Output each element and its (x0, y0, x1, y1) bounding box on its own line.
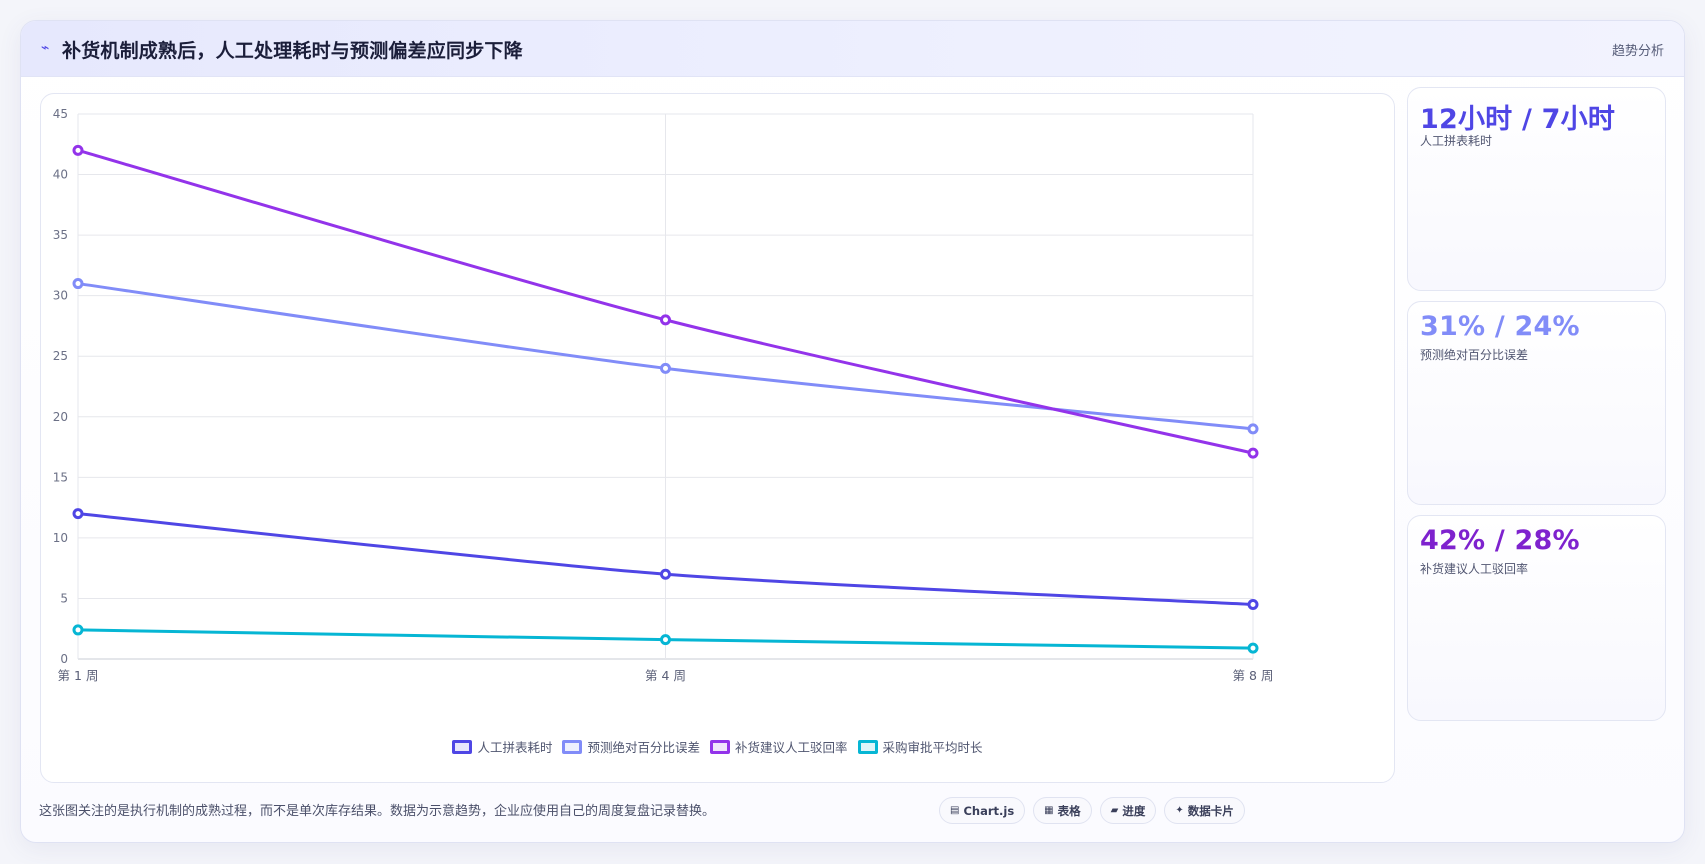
feature-chips: ▤ Chart.js ▦ 表格 ▰ 进度 ✦ 数据卡片 (939, 797, 1245, 824)
y-tick-label: 25 (53, 349, 68, 363)
line-chart: 0 5 10 15 20 25 30 35 40 45 第 1 周 第 4 周 第 8 周 (53, 107, 1274, 683)
legend-swatch (857, 739, 878, 754)
legend-item[interactable]: 补货建议人工驳回率 (710, 737, 848, 756)
card-header: ⌁ 补货机制成熟后，人工处理耗时与预测偏差应同步下降 趋势分析 (21, 21, 1684, 77)
chip-label: Chart.js (963, 803, 1015, 818)
progress-icon: ▰ (1110, 805, 1119, 816)
section-tag: 趋势分析 (1611, 44, 1664, 59)
stat-value: 42% / 28% (1420, 525, 1580, 556)
y-tick-label: 20 (53, 410, 68, 424)
y-tick-label: 30 (53, 289, 68, 303)
data-point (72, 144, 84, 156)
stat-value: 31% / 24% (1420, 311, 1580, 342)
stat-value: 12小时 / 7小时 (1420, 104, 1616, 135)
chip-label: 数据卡片 (1187, 803, 1234, 818)
y-tick-label: 0 (60, 652, 68, 666)
y-tick-label: 15 (53, 470, 68, 484)
stat-card-manual-hours: 12小时 / 7小时 人工拼表耗时 (1407, 87, 1666, 291)
data-point (72, 624, 84, 636)
legend-item[interactable]: 人工拼表耗时 (452, 737, 552, 756)
data-point (1247, 423, 1259, 435)
page-title: 补货机制成熟后，人工处理耗时与预测偏差应同步下降 (62, 40, 523, 62)
chart-panel: 0 5 10 15 20 25 30 35 40 45 第 1 周 第 4 周 第 8 周 人工拼表耗时… (40, 93, 1395, 783)
legend-swatch (562, 739, 583, 754)
y-tick-label: 10 (53, 531, 68, 545)
data-point (660, 568, 671, 580)
stat-card-rejection-rate: 42% / 28% 补货建议人工驳回率 (1407, 515, 1666, 721)
chip-label: 进度 (1122, 803, 1146, 818)
legend-label: 补货建议人工驳回率 (735, 740, 848, 755)
table-icon: ▦ (1044, 805, 1054, 816)
chip-table[interactable]: ▦ 表格 (1033, 797, 1092, 824)
stat-label: 人工拼表耗时 (1420, 134, 1493, 148)
y-tick-label: 45 (53, 107, 68, 121)
chart-icon: ▤ (950, 805, 960, 816)
x-tick-label: 第 1 周 (58, 668, 99, 683)
chip-progress[interactable]: ▰ 进度 (1099, 797, 1157, 824)
legend-label: 采购审批平均时长 (882, 740, 983, 755)
data-point (72, 278, 84, 290)
data-point (1247, 447, 1259, 459)
legend-label: 预测绝对百分比误差 (587, 740, 700, 755)
chip-chartjs[interactable]: ▤ Chart.js (939, 797, 1026, 824)
data-point (1247, 599, 1259, 610)
data-point (660, 314, 671, 326)
trend-line-icon: ⌁ (41, 40, 50, 56)
data-point (1247, 642, 1259, 654)
y-tick-label: 5 (60, 591, 68, 605)
sparkle-icon: ✦ (1175, 805, 1184, 816)
footnote: 这张图关注的是执行机制的成熟过程，而不是单次库存结果。数据为示意趋势，企业应使用… (39, 804, 716, 819)
stat-label: 补货建议人工驳回率 (1420, 562, 1529, 576)
legend-swatch (452, 739, 473, 754)
legend-label: 人工拼表耗时 (477, 740, 553, 755)
data-point (72, 508, 84, 520)
data-point (660, 634, 671, 646)
stat-label: 预测绝对百分比误差 (1420, 348, 1529, 362)
legend-swatch (710, 739, 730, 754)
chip-label: 表格 (1057, 803, 1081, 818)
chart-legend: 人工拼表耗时 预测绝对百分比误差 补货建议人工驳回率 采购审批平均时长 (41, 737, 1394, 756)
chip-data-card[interactable]: ✦ 数据卡片 (1164, 797, 1245, 824)
main-card: ⌁ 补货机制成熟后，人工处理耗时与预测偏差应同步下降 趋势分析 0 5 10 15 20… (20, 20, 1685, 843)
x-tick-label: 第 4 周 (645, 668, 686, 683)
stat-card-forecast-error: 31% / 24% 预测绝对百分比误差 (1407, 301, 1666, 505)
data-point (660, 362, 671, 374)
y-tick-label: 35 (53, 228, 68, 242)
legend-item[interactable]: 采购审批平均时长 (857, 737, 983, 756)
x-tick-label: 第 8 周 (1233, 668, 1274, 683)
legend-item[interactable]: 预测绝对百分比误差 (562, 737, 700, 756)
y-tick-label: 40 (53, 168, 68, 182)
